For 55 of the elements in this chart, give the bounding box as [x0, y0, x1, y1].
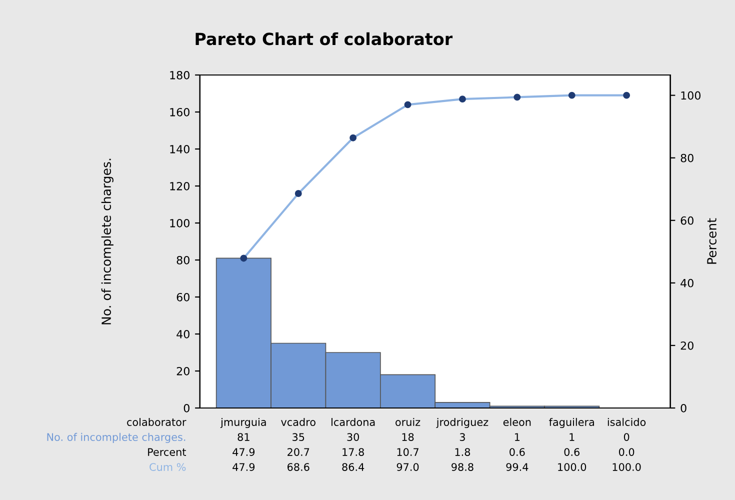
data-label: 3: [460, 433, 465, 441]
text: Percent: [148, 448, 186, 456]
y-tick-label: 180: [170, 70, 190, 80]
text: 20.7: [288, 448, 310, 456]
y-tick-label: 20: [176, 366, 190, 376]
data-label: 99.4: [506, 463, 528, 471]
data-label: 0: [624, 433, 630, 441]
text: 47.9: [232, 448, 255, 456]
data-label: 97.0: [396, 463, 419, 471]
chart-title: Pareto Chart of colaborator: [196, 32, 453, 46]
y2-tick-label: 20: [680, 341, 694, 350]
x-tick-label: jrodriguez: [436, 418, 488, 428]
y-tick-label: 120: [170, 182, 190, 190]
text: 0.6: [564, 448, 580, 456]
text: 1.8: [455, 448, 470, 456]
y-tick-label: 140: [170, 144, 190, 154]
y-tick-label: 0: [184, 404, 190, 412]
data-label: 100.0: [558, 463, 586, 471]
y2-tick-label: 40: [680, 278, 694, 288]
x-tick-label: eleon: [503, 418, 531, 426]
text: 0.0: [618, 448, 634, 456]
x-tick-label: jmurguia: [220, 418, 266, 428]
y2-tick-label: 100: [681, 91, 701, 100]
data-label: 1: [570, 433, 574, 441]
text: No. of incomplete charges.: [47, 432, 186, 444]
data-label: 100.0: [612, 463, 641, 471]
y-tick-label: 100: [170, 218, 190, 228]
x-tick-label: lcardona: [332, 418, 375, 426]
text: Cum %: [150, 463, 186, 471]
y-tick-label: 40: [176, 330, 190, 338]
y2-tick-label: 0: [680, 404, 686, 412]
data-label: 1: [514, 433, 520, 441]
data-label: 98.8: [452, 463, 474, 471]
data-label: 68.6: [288, 463, 310, 471]
data-label: 86.4: [342, 463, 364, 471]
y2-tick-label: 80: [680, 154, 694, 162]
x-axis-title: colaborator: [127, 418, 186, 426]
y-tick-label: 160: [170, 108, 190, 116]
y-tick-label: 80: [176, 256, 190, 264]
text: 10.7: [397, 448, 418, 456]
y-tick-label: 60: [176, 292, 190, 302]
x-tick-label: faguilera: [549, 418, 594, 428]
text: 0.6: [510, 448, 525, 456]
y2-axis-title: Percent: [707, 218, 716, 264]
data-label: 81: [238, 433, 250, 441]
data-label: 47.9: [232, 463, 255, 471]
x-tick-label: oruiz: [396, 418, 420, 426]
data-label: 35: [292, 433, 304, 441]
data-label: 18: [402, 433, 414, 441]
y-axis-title: No. of incomplete charges.: [101, 158, 114, 324]
x-tick-label: vcadro: [281, 418, 316, 426]
text: 17.8: [342, 448, 364, 456]
y2-tick-label: 60: [680, 216, 694, 225]
data-label: 30: [347, 433, 360, 441]
x-tick-label: isalcido: [608, 418, 646, 426]
